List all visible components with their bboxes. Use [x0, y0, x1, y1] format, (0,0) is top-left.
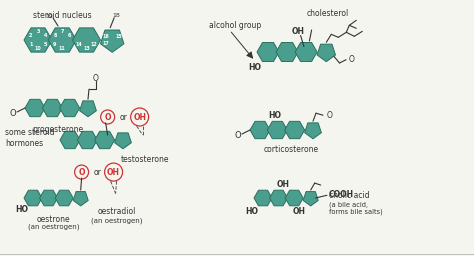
- Text: 6: 6: [68, 33, 71, 38]
- Text: 9: 9: [53, 42, 57, 47]
- Text: OH: OH: [277, 180, 290, 189]
- Text: 8: 8: [53, 33, 57, 38]
- Polygon shape: [60, 131, 80, 149]
- Polygon shape: [305, 123, 321, 139]
- Polygon shape: [60, 99, 80, 117]
- Polygon shape: [276, 42, 298, 61]
- Text: progesterone: progesterone: [32, 125, 83, 134]
- Text: OH: OH: [133, 112, 146, 122]
- Text: HO: HO: [246, 207, 258, 216]
- Text: HO: HO: [16, 206, 28, 215]
- Text: O: O: [348, 55, 354, 64]
- Polygon shape: [303, 191, 318, 206]
- Text: (a bile acid,: (a bile acid,: [328, 201, 368, 208]
- Text: corticosterone: corticosterone: [264, 145, 319, 155]
- Text: 2: 2: [29, 33, 32, 38]
- Polygon shape: [77, 131, 97, 149]
- Polygon shape: [295, 42, 317, 61]
- Text: HO: HO: [248, 62, 262, 71]
- Text: O: O: [235, 131, 241, 140]
- Text: steroid nucleus: steroid nucleus: [33, 12, 91, 20]
- Polygon shape: [270, 190, 288, 206]
- Text: 12: 12: [91, 42, 97, 47]
- Polygon shape: [285, 121, 305, 139]
- Text: OH: OH: [107, 168, 120, 177]
- Text: 4: 4: [44, 33, 47, 38]
- Text: forms bile salts): forms bile salts): [328, 208, 383, 215]
- Text: HO: HO: [268, 111, 281, 120]
- Text: 18: 18: [112, 13, 120, 18]
- Text: 19: 19: [45, 15, 53, 19]
- Text: O: O: [93, 74, 99, 83]
- Text: cholic acid: cholic acid: [328, 191, 369, 200]
- Text: cholesterol: cholesterol: [307, 9, 349, 18]
- Text: or: or: [94, 168, 101, 177]
- Polygon shape: [257, 42, 279, 61]
- Polygon shape: [25, 99, 45, 117]
- Text: 5: 5: [44, 42, 47, 47]
- Text: (an oestrogen): (an oestrogen): [91, 218, 142, 224]
- Text: oestradiol: oestradiol: [98, 208, 136, 217]
- Text: 11: 11: [59, 46, 65, 51]
- Polygon shape: [285, 190, 303, 206]
- Polygon shape: [42, 99, 62, 117]
- Polygon shape: [73, 28, 100, 52]
- Text: 3: 3: [36, 29, 40, 34]
- Polygon shape: [100, 30, 124, 52]
- Text: O: O: [327, 111, 333, 120]
- Text: 10: 10: [35, 46, 41, 51]
- Text: 17: 17: [102, 41, 109, 46]
- Polygon shape: [80, 101, 96, 117]
- Polygon shape: [267, 121, 287, 139]
- Polygon shape: [40, 190, 57, 206]
- Text: 7: 7: [61, 29, 64, 34]
- Text: O: O: [78, 168, 85, 177]
- Text: alcohol group: alcohol group: [209, 20, 261, 29]
- Polygon shape: [115, 133, 131, 149]
- Polygon shape: [55, 190, 73, 206]
- Polygon shape: [24, 28, 52, 52]
- Polygon shape: [48, 28, 76, 52]
- Polygon shape: [24, 190, 42, 206]
- Text: or: or: [120, 112, 128, 122]
- Text: oestrone: oestrone: [37, 215, 71, 223]
- Text: 14: 14: [76, 42, 82, 47]
- Text: OH: OH: [292, 208, 305, 217]
- Text: 15: 15: [115, 34, 122, 39]
- Text: 1: 1: [29, 42, 32, 47]
- Polygon shape: [254, 190, 272, 206]
- Text: 13: 13: [83, 46, 90, 51]
- Text: 16: 16: [102, 34, 109, 39]
- Polygon shape: [73, 191, 88, 206]
- Text: (an oestrogen): (an oestrogen): [28, 224, 79, 230]
- Polygon shape: [250, 121, 270, 139]
- Text: testosterone: testosterone: [120, 155, 169, 165]
- Polygon shape: [95, 131, 115, 149]
- Text: O: O: [9, 109, 16, 118]
- Text: COOH: COOH: [328, 190, 354, 199]
- Text: some steroid
hormones: some steroid hormones: [5, 128, 55, 148]
- Text: OH: OH: [292, 27, 305, 36]
- Polygon shape: [317, 44, 336, 62]
- Text: O: O: [104, 112, 111, 122]
